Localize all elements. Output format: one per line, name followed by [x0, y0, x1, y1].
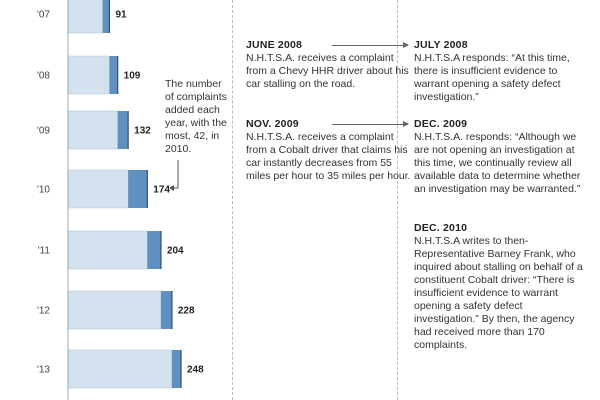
- year-label: '13: [37, 365, 50, 376]
- column-divider-right: [397, 0, 398, 400]
- total-label: 174: [153, 185, 170, 196]
- bar-added: [147, 231, 161, 269]
- response-date: DEC. 2009: [414, 118, 468, 130]
- arrow-to-july-2008: [332, 42, 409, 48]
- total-label: 248: [187, 365, 204, 376]
- event-june-2008: JUNE 2008 N.H.T.S.A. receives a complain…: [246, 39, 412, 91]
- year-label: '08: [37, 71, 50, 82]
- response-text: N.H.T.S.A. responds: “Although we are no…: [414, 131, 581, 195]
- year-label: '07: [37, 10, 50, 21]
- event-date: JUNE 2008: [246, 39, 303, 51]
- year-label: '12: [37, 306, 50, 317]
- response-dec-2010: DEC. 2010 N.H.T.S.A writes to then-Repre…: [414, 222, 584, 352]
- response-dec-2009: DEC. 2009 N.H.T.S.A. responds: “Although…: [414, 118, 584, 196]
- bar-previous: [67, 0, 103, 34]
- event-text: N.H.T.S.A. receives a complaint from a C…: [246, 131, 411, 182]
- column-divider-left: [232, 0, 233, 400]
- bar-previous: [67, 290, 162, 330]
- response-date: DEC. 2010: [414, 222, 468, 234]
- total-label: 204: [167, 246, 184, 257]
- bar-added: [128, 170, 148, 208]
- event-date: NOV. 2009: [246, 118, 299, 130]
- bar-added: [160, 291, 172, 329]
- annotation-arrow: [170, 160, 179, 189]
- response-text: N.H.T.S.A responds: “At this time, there…: [414, 52, 570, 103]
- annotation-arrowhead: [169, 185, 174, 191]
- bar-previous: [67, 55, 110, 95]
- response-date: JULY 2008: [414, 39, 468, 51]
- bar-added: [102, 0, 110, 33]
- bar-added: [117, 111, 129, 149]
- event-text: N.H.T.S.A. receives a complaint from a C…: [246, 52, 409, 90]
- total-label: 132: [134, 126, 151, 137]
- year-label: '10: [37, 185, 50, 196]
- complaints-chart: '07 91 '08 109 '09 132 '10 174 '11 204 '12 228 '13 24…: [37, 0, 204, 400]
- response-july-2008: JULY 2008 N.H.T.S.A responds: “At this t…: [414, 39, 584, 104]
- bar-added: [171, 350, 181, 388]
- event-nov-2009: NOV. 2009 N.H.T.S.A. receives a complain…: [246, 118, 412, 183]
- total-label: 91: [115, 10, 127, 21]
- bar-previous: [67, 110, 118, 150]
- bar-added: [109, 56, 118, 94]
- year-label: '09: [37, 126, 50, 137]
- bar-previous: [67, 169, 129, 209]
- total-label: 109: [124, 71, 141, 82]
- year-label: '11: [38, 246, 51, 257]
- response-text: N.H.T.S.A writes to then-Representative …: [414, 235, 583, 351]
- bar-previous: [67, 349, 173, 389]
- arrow-to-dec-2009: [332, 121, 409, 127]
- total-label: 228: [178, 306, 195, 317]
- chart-annotation: The number of complaints added each year…: [165, 78, 227, 155]
- bar-previous: [67, 230, 148, 270]
